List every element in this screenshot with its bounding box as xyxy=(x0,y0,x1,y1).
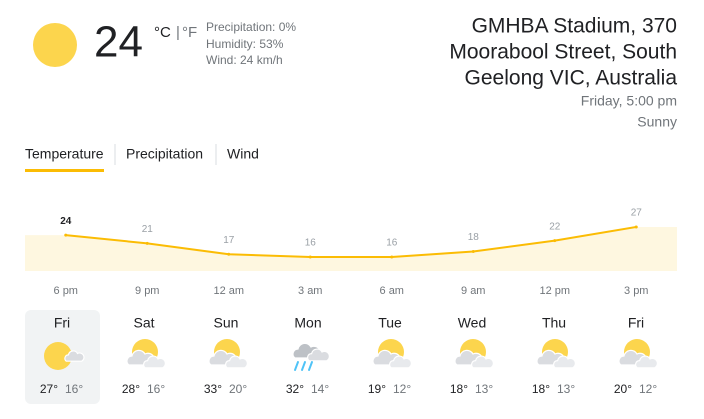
temperature-label: 24 xyxy=(60,216,72,227)
temperature-point xyxy=(308,255,312,259)
high-temp: 28° xyxy=(122,382,140,396)
time-label: 3 am xyxy=(298,285,322,297)
cloud xyxy=(143,355,167,369)
cloud xyxy=(553,355,577,369)
rain-drop xyxy=(308,361,313,371)
weather-icon xyxy=(208,339,249,369)
temperature-area xyxy=(25,227,677,271)
day-name: Tue xyxy=(378,315,402,331)
sun xyxy=(44,342,72,370)
temperature-label: 18 xyxy=(468,232,480,243)
location-line: GMHBA Stadium, 370 xyxy=(472,15,677,38)
time-label: 12 am xyxy=(213,285,244,297)
tab-underline xyxy=(25,169,104,172)
temperature-point xyxy=(64,233,68,237)
low-temp: 12° xyxy=(393,382,411,396)
time-label: 3 pm xyxy=(624,285,648,297)
unit-f[interactable]: °F xyxy=(182,24,197,41)
unit-sep: | xyxy=(176,24,180,41)
time: Friday, 5:00 pm xyxy=(581,93,677,109)
temperature-label: 22 xyxy=(549,221,561,232)
location-line: Geelong VIC, Australia xyxy=(465,67,678,90)
current-temp: 24 xyxy=(94,18,143,67)
high-temp: 18° xyxy=(450,382,468,396)
temperature-label: 17 xyxy=(223,235,235,246)
low-temp: 13° xyxy=(557,382,575,396)
location-line: Moorabool Street, South xyxy=(449,41,677,64)
rain-drop xyxy=(294,361,299,371)
temperature-point xyxy=(634,225,638,229)
rain-drop xyxy=(301,361,306,371)
temperature-label: 21 xyxy=(142,224,154,235)
low-temp: 13° xyxy=(475,382,493,396)
time-label: 12 pm xyxy=(539,285,570,297)
wind: Wind: 24 km/h xyxy=(206,53,283,67)
tab[interactable]: Temperature xyxy=(25,146,104,162)
weather-icon xyxy=(618,339,659,369)
low-temp: 12° xyxy=(639,382,657,396)
time-label: 6 am xyxy=(380,285,404,297)
low-temp: 14° xyxy=(311,382,329,396)
precipitation: Precipitation: 0% xyxy=(206,20,296,34)
temperature-point xyxy=(390,255,394,259)
temperature-point xyxy=(553,239,557,243)
temperature-label: 27 xyxy=(631,208,643,219)
high-temp: 20° xyxy=(614,382,632,396)
cloud xyxy=(307,348,331,362)
weather-icon xyxy=(536,339,577,369)
low-temp: 20° xyxy=(229,382,247,396)
cloud xyxy=(635,355,659,369)
weather-icon xyxy=(44,342,85,370)
temperature-label: 16 xyxy=(386,238,398,249)
day-name: Wed xyxy=(458,315,487,331)
low-temp: 16° xyxy=(147,382,165,396)
humidity: Humidity: 53% xyxy=(206,37,284,51)
time-label: 9 am xyxy=(461,285,485,297)
high-temp: 33° xyxy=(204,382,222,396)
condition: Sunny xyxy=(637,114,677,130)
temperature-line xyxy=(65,226,637,258)
weather-icon xyxy=(292,342,331,371)
temperature-point xyxy=(471,250,475,254)
day-name: Fri xyxy=(628,315,644,331)
weather-icon xyxy=(126,339,167,369)
day-name: Mon xyxy=(294,315,321,331)
cloud xyxy=(389,355,413,369)
temperature-label: 16 xyxy=(305,238,317,249)
weather-icon xyxy=(454,339,495,369)
low-temp: 16° xyxy=(65,382,83,396)
cloud xyxy=(64,350,85,362)
time-label: 9 pm xyxy=(135,285,159,297)
cloud xyxy=(471,355,495,369)
day-name: Sat xyxy=(133,315,154,331)
unit-c[interactable]: °C xyxy=(154,24,171,41)
high-temp: 27° xyxy=(40,382,58,396)
tab[interactable]: Precipitation xyxy=(126,146,203,162)
day-name: Thu xyxy=(542,315,566,331)
day-name: Sun xyxy=(214,315,239,331)
high-temp: 18° xyxy=(532,382,550,396)
current-icon xyxy=(33,23,77,67)
high-temp: 32° xyxy=(286,382,304,396)
time-label: 6 pm xyxy=(54,285,78,297)
weather-icon xyxy=(372,339,413,369)
high-temp: 19° xyxy=(368,382,386,396)
day-name: Fri xyxy=(54,315,70,331)
tab[interactable]: Wind xyxy=(227,146,259,162)
temperature-point xyxy=(145,241,149,245)
temperature-point xyxy=(227,252,231,256)
cloud xyxy=(225,355,249,369)
